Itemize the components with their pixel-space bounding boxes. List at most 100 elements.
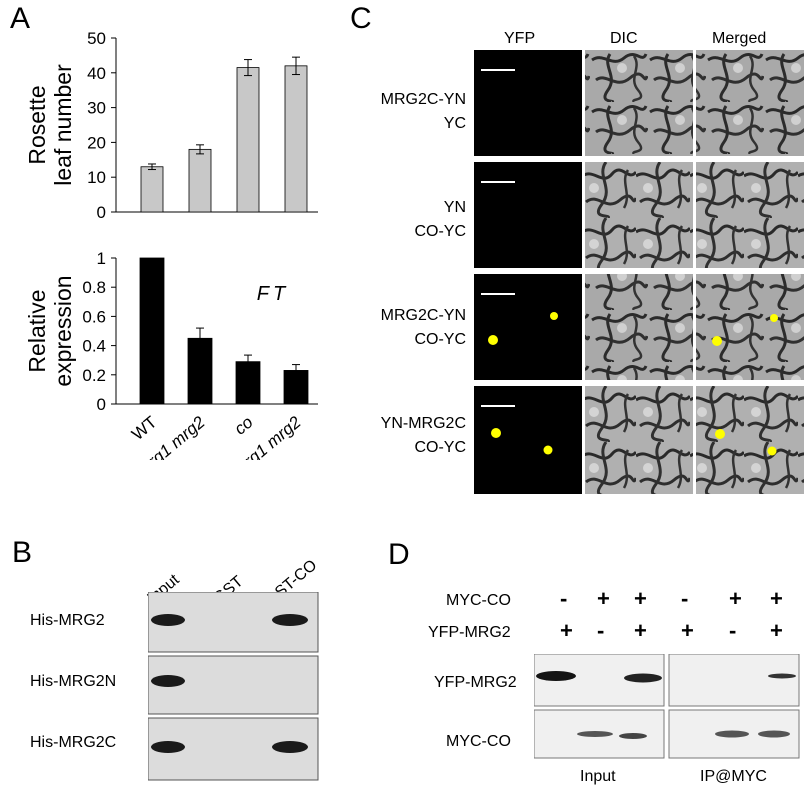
- band: [272, 741, 308, 753]
- band: [272, 614, 308, 626]
- bifc-image-grid: [474, 50, 804, 494]
- panel-letter-a: A: [10, 2, 31, 35]
- bar: [139, 257, 165, 405]
- merged-image-row1: [696, 50, 804, 156]
- x-category-label: co: [231, 413, 257, 439]
- row-label-his-mrg2c: His-MRG2C: [30, 734, 117, 751]
- dic-image-row1: [585, 50, 693, 156]
- band: [715, 730, 749, 738]
- y-tick-label: 0: [97, 203, 106, 222]
- scale-bar-row4: [481, 405, 515, 407]
- row-label-his-mrg2: His-MRG2: [30, 612, 105, 629]
- myc-sign: -: [681, 586, 689, 611]
- yfp-image-row2: [474, 162, 582, 268]
- merged-nucleus-signal: [715, 429, 725, 439]
- myc-sign: +: [729, 586, 742, 611]
- y-tick-label: 20: [87, 133, 106, 152]
- row-label-yfp-mrg2: YFP-MRG2: [428, 624, 511, 641]
- yfp-sign: +: [634, 618, 647, 643]
- row-label-his-mrg2n: His-MRG2N: [30, 673, 117, 690]
- blot-label-yfp-mrg2: YFP-MRG2: [434, 674, 517, 691]
- yfp-nucleus-signal: [491, 428, 501, 438]
- row-label-myc-co: MYC-CO: [446, 592, 511, 609]
- merged-image-row3: [696, 274, 804, 380]
- yfp-sign: -: [729, 618, 737, 643]
- band: [536, 671, 576, 681]
- row-label-c2: YN CO-YC: [414, 199, 466, 240]
- merged-nucleus-signal: [770, 314, 778, 322]
- pulldown-blots: [148, 592, 319, 781]
- group-label-ip-myc: IP@MYC: [700, 768, 767, 785]
- scale-bar-row2: [481, 181, 515, 183]
- y-axis-label: Relative: [24, 289, 50, 372]
- yfp-sign: +: [560, 618, 573, 643]
- panel-letter-d: D: [388, 538, 410, 571]
- myc-sign: +: [634, 586, 647, 611]
- bar: [236, 67, 260, 213]
- band: [151, 614, 185, 626]
- row-label-c4: YN-MRG2C CO-YC: [380, 415, 466, 456]
- yfp-nucleus-signal: [550, 312, 558, 320]
- row-label-c3: MRG2C-YN CO-YC: [380, 307, 466, 348]
- dic-image-row3: [585, 274, 693, 380]
- y-axis-label: Rosette: [24, 85, 50, 164]
- coip-blots: [534, 654, 800, 759]
- panel-letter-c: C: [350, 2, 372, 35]
- col-header-dic: DIC: [610, 30, 638, 47]
- yfp-image-row4: [474, 386, 582, 494]
- y-tick-label: 40: [87, 64, 106, 83]
- band: [624, 673, 662, 683]
- scale-bar-row1: [481, 69, 515, 71]
- x-category-label: co mrg1 mrg2: [212, 412, 305, 460]
- band: [151, 675, 185, 687]
- yfp-sign: +: [770, 618, 783, 643]
- bar: [188, 148, 212, 213]
- leaf-number-chart: 0 10 20 30 40 50 Rosette leaf number: [24, 29, 318, 222]
- gene-annotation: FT: [257, 283, 289, 305]
- merged-nucleus-signal: [767, 446, 777, 456]
- merged-nucleus-signal: [712, 336, 722, 346]
- blot-label-myc-co: MYC-CO: [446, 733, 511, 750]
- col-header-merged: Merged: [712, 30, 767, 47]
- band: [619, 733, 647, 739]
- y-axis-label: leaf number: [50, 64, 76, 186]
- band: [758, 730, 790, 738]
- y-tick-label: 30: [87, 99, 106, 118]
- scale-bar-row3: [481, 293, 515, 295]
- y-tick-label: 0.4: [82, 337, 106, 356]
- y-tick-label: 1: [97, 249, 106, 268]
- panel-a-charts: 0 10 20 30 40 50 Rosette leaf number 0 0.2 0.4 0.6…: [24, 29, 318, 460]
- y-tick-label: 0.6: [82, 307, 106, 326]
- merged-image-row4: [696, 386, 804, 494]
- yfp-image-row1: [474, 50, 582, 156]
- dic-image-row4: [585, 386, 693, 494]
- x-category-label: WT: [128, 413, 160, 445]
- yfp-sign: -: [597, 618, 605, 643]
- bar: [140, 166, 164, 213]
- blot-ip-yfp: [668, 654, 800, 707]
- y-tick-label: 0: [97, 395, 106, 414]
- bar: [284, 65, 308, 213]
- yfp-nucleus-signal: [543, 445, 553, 455]
- yfp-sign: +: [681, 618, 694, 643]
- myc-sign: -: [560, 586, 568, 611]
- col-header-yfp: YFP: [504, 30, 536, 47]
- myc-sign: +: [770, 586, 783, 611]
- band: [577, 731, 613, 737]
- merged-image-row2: [696, 162, 804, 268]
- y-tick-label: 50: [87, 29, 106, 48]
- dic-image-row2: [585, 162, 693, 268]
- y-tick-label: 10: [87, 168, 106, 187]
- band: [768, 673, 796, 679]
- yfp-nucleus-signal: [488, 335, 498, 345]
- myc-sign: +: [597, 586, 610, 611]
- y-axis-label: expression: [50, 275, 76, 386]
- y-tick-label: 0.2: [82, 366, 106, 385]
- y-tick-label: 0.8: [82, 278, 106, 297]
- yfp-image-row3: [474, 274, 582, 380]
- band: [151, 741, 185, 753]
- panel-letter-b: B: [12, 536, 33, 569]
- row-label-c1: MRG2C-YN YC: [380, 91, 466, 132]
- group-label-input: Input: [580, 768, 616, 785]
